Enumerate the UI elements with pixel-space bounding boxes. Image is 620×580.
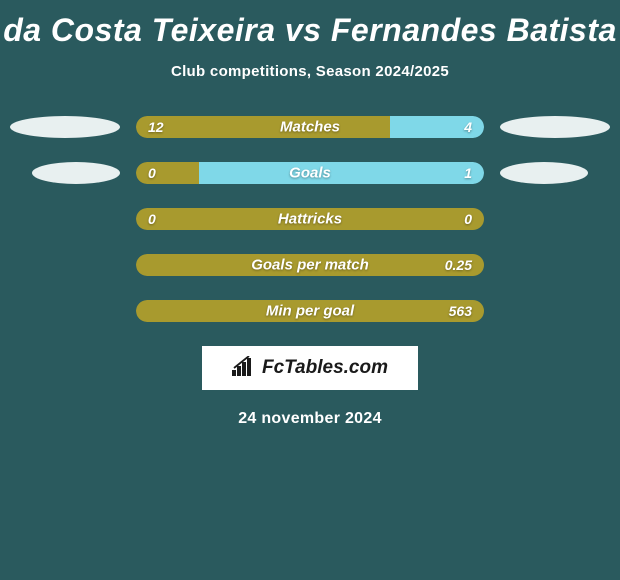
logo-box: FcTables.com: [202, 346, 418, 390]
player1-value: 12: [148, 119, 164, 135]
bar-chart-icon: [232, 356, 256, 381]
player2-value: 0.25: [445, 257, 472, 273]
player1-value: 0: [148, 165, 156, 181]
player2-marker: [500, 116, 610, 138]
stat-row: 0 0 Hattricks: [0, 208, 620, 230]
stat-row: 0.25 Goals per match: [0, 254, 620, 276]
player2-value: 0: [464, 211, 472, 227]
stat-row: 563 Min per goal: [0, 300, 620, 322]
stats-container: 12 4 Matches 0 1 Goals 0 0 Hattricks 0.25 Goals pe…: [0, 116, 620, 322]
stat-bar: 12 4 Matches: [136, 116, 484, 138]
stat-bar: 0 0 Hattricks: [136, 208, 484, 230]
subtitle: Club competitions, Season 2024/2025: [0, 63, 620, 80]
stat-row: 12 4 Matches: [0, 116, 620, 138]
stat-bar: 0.25 Goals per match: [136, 254, 484, 276]
logo-text: FcTables.com: [262, 357, 388, 379]
page-title: da Costa Teixeira vs Fernandes Batista: [0, 0, 620, 49]
player1-marker: [10, 116, 120, 138]
date-label: 24 november 2024: [0, 410, 620, 428]
player2-value: 563: [449, 303, 472, 319]
metric-label: Matches: [280, 119, 340, 136]
player2-marker: [500, 162, 588, 184]
stat-bar: 563 Min per goal: [136, 300, 484, 322]
metric-label: Goals: [289, 165, 331, 182]
player2-value: 1: [464, 165, 472, 181]
metric-label: Goals per match: [251, 257, 369, 274]
metric-label: Hattricks: [278, 211, 342, 228]
player1-marker: [32, 162, 120, 184]
player1-value: 0: [148, 211, 156, 227]
stat-bar: 0 1 Goals: [136, 162, 484, 184]
player2-bar: [199, 162, 484, 184]
player1-bar: [136, 162, 199, 184]
stat-row: 0 1 Goals: [0, 162, 620, 184]
metric-label: Min per goal: [266, 303, 354, 320]
player1-bar: [136, 116, 390, 138]
player2-value: 4: [464, 119, 472, 135]
